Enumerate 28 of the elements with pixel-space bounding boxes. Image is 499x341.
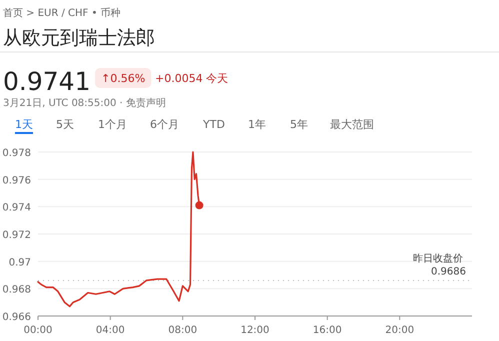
y-tick-label: 0.966 [2,312,31,323]
x-tick-label: 12:00 [240,325,270,336]
x-tick-label: 16:00 [312,325,342,336]
chart-title: 从欧元到瑞士法郎 [3,27,155,49]
text: 5年 [290,118,308,131]
text: 5天 [56,118,74,131]
text: 1个月 [98,118,127,131]
x-tick-label: 04:00 [96,325,125,336]
y-tick-label: 0.972 [2,230,31,241]
x-tick-label: 00:00 [24,325,52,336]
text: 1天 [15,118,33,131]
text: 1年 [248,118,266,131]
text: 0.9741 [3,67,90,96]
text: 3月21日, UTC 08:55:00 · 免责声明 [3,97,166,109]
y-tick-label: 0.974 [2,202,31,214]
ref-line-label: 昨日收盘价 0.9686 [412,252,466,278]
x-tick-label: 20:00 [385,325,414,336]
text: 最大范围 [330,118,374,131]
text: YTD [202,118,225,131]
y-tick-label: 0.978 [2,148,31,159]
text: 6个月 [150,118,179,131]
y-tick-label: 0.97 [8,257,31,268]
y-tick-label: 0.976 [2,175,31,186]
chart-subtitle: 首页 > EUR / CHF • 币种 [3,7,121,19]
text: ↑0.56% [101,72,146,85]
text: +0.0054 今天 [155,72,228,85]
x-tick-label: 08:00 [168,325,198,336]
y-tick-label: 0.968 [2,284,31,296]
